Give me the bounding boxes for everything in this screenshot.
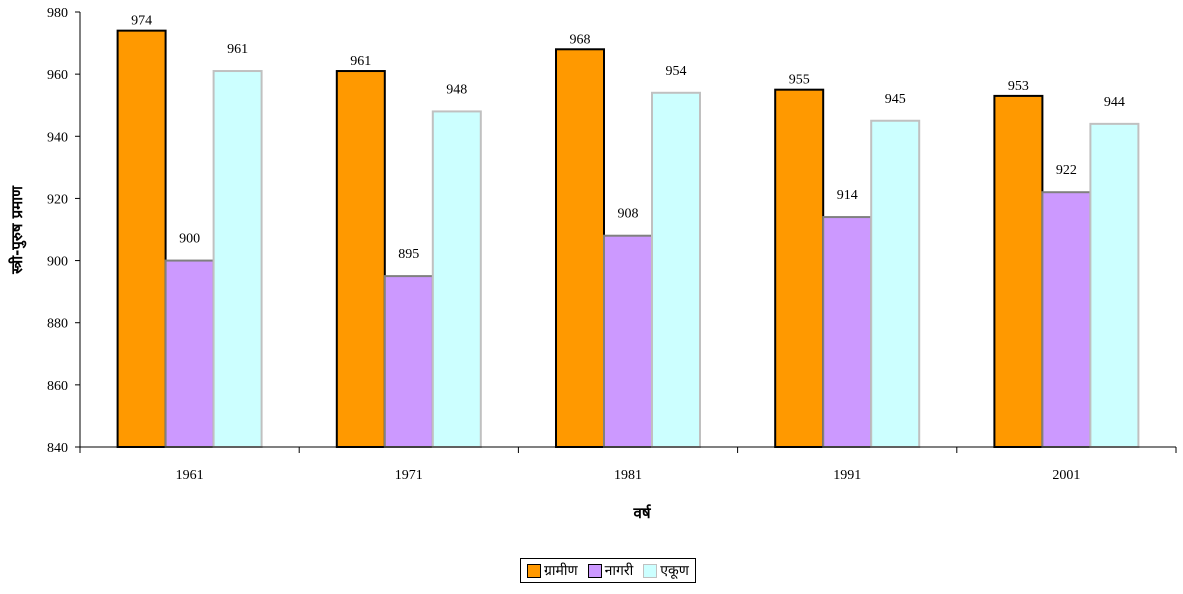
bar-total bbox=[870, 119, 921, 448]
bar-rural bbox=[993, 94, 1044, 449]
legend-label: एकूण bbox=[660, 563, 689, 579]
data-labels: 974 900 961 961 895 948 968 908 954 955 914 945 953 9… bbox=[131, 14, 1125, 262]
data-label: 974 bbox=[131, 14, 152, 29]
legend-item: ग्रामीण bbox=[527, 561, 578, 580]
data-label: 968 bbox=[570, 32, 591, 47]
bar-urban bbox=[822, 216, 873, 448]
data-label: 948 bbox=[446, 82, 467, 97]
bar-urban bbox=[164, 259, 215, 449]
y-axis-ticks: 840 860 880 900 920 940 960 980 bbox=[47, 6, 80, 456]
y-axis-title: स्त्री-पुरुष प्रमाण bbox=[8, 185, 27, 275]
bar-urban bbox=[383, 275, 434, 448]
x-tick-label: 1961 bbox=[176, 468, 204, 483]
data-label: 914 bbox=[837, 188, 858, 203]
y-tick-label: 840 bbox=[47, 441, 68, 456]
data-label: 961 bbox=[227, 42, 248, 57]
bar-total bbox=[431, 110, 482, 449]
bar-rural bbox=[774, 88, 825, 449]
data-label: 922 bbox=[1056, 163, 1077, 178]
bar-rural bbox=[555, 48, 605, 449]
data-label: 945 bbox=[885, 92, 906, 107]
legend-item: एकूण bbox=[643, 561, 689, 580]
y-tick-label: 900 bbox=[47, 255, 68, 270]
legend-label: ग्रामीण bbox=[544, 563, 578, 579]
legend: ग्रामीण नागरी एकूण bbox=[520, 558, 696, 583]
bar-rural bbox=[116, 29, 167, 449]
x-axis-title: वर्ष bbox=[632, 504, 651, 522]
legend-swatch bbox=[587, 563, 602, 578]
y-tick-label: 860 bbox=[47, 379, 68, 394]
data-label: 908 bbox=[618, 207, 639, 222]
legend-label: नागरी bbox=[604, 563, 634, 579]
legend-swatch bbox=[643, 563, 658, 578]
bars bbox=[116, 29, 1140, 449]
data-label: 953 bbox=[1008, 79, 1029, 94]
y-tick-label: 940 bbox=[47, 130, 68, 145]
y-tick-label: 920 bbox=[47, 192, 68, 207]
x-tick-label: 1971 bbox=[395, 468, 423, 483]
y-tick-label: 960 bbox=[47, 68, 68, 83]
data-label: 954 bbox=[666, 64, 687, 79]
y-tick-label: 980 bbox=[47, 6, 68, 21]
bar-total bbox=[651, 91, 701, 449]
data-label: 961 bbox=[350, 54, 371, 69]
legend-item: नागरी bbox=[587, 561, 634, 580]
data-label: 900 bbox=[179, 232, 200, 247]
x-axis-ticks: 1961 1971 1981 1991 2001 bbox=[79, 447, 1177, 483]
data-label: 944 bbox=[1104, 95, 1125, 110]
bar-total bbox=[212, 70, 263, 449]
x-tick-label: 1981 bbox=[614, 468, 642, 483]
bar-rural bbox=[335, 70, 386, 449]
x-tick-label: 1991 bbox=[833, 468, 861, 483]
bar-urban bbox=[1041, 191, 1092, 448]
y-tick-label: 880 bbox=[47, 317, 68, 332]
data-label: 955 bbox=[789, 73, 810, 88]
legend-swatch bbox=[527, 563, 541, 578]
bar-urban bbox=[603, 234, 653, 448]
x-tick-label: 2001 bbox=[1052, 468, 1080, 483]
data-label: 895 bbox=[398, 247, 419, 262]
bar-total bbox=[1089, 122, 1140, 448]
